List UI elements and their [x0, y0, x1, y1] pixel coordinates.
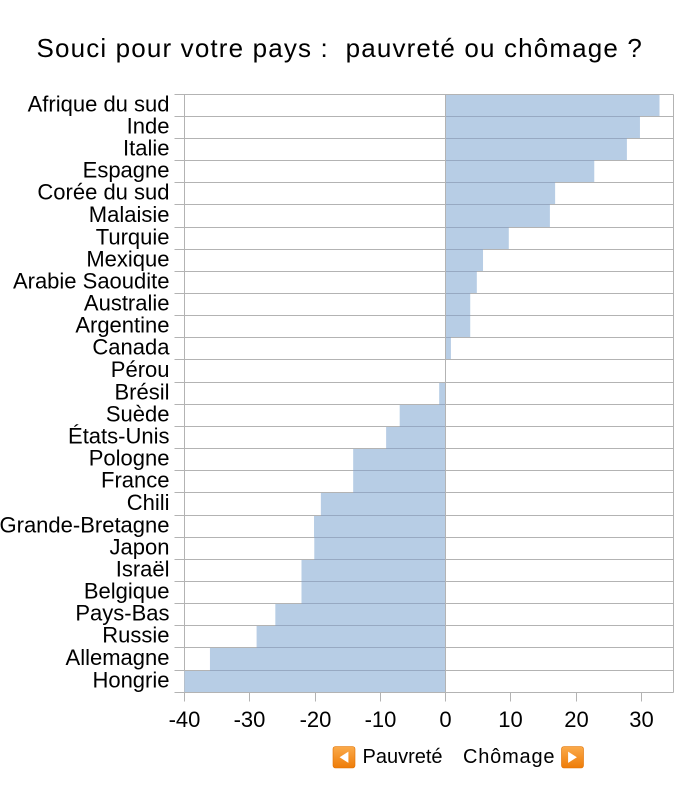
svg-text:Chômage: Chômage	[463, 746, 555, 768]
svg-text:États-Unis: États-Unis	[68, 423, 169, 448]
svg-text:Pauvreté: Pauvreté	[363, 746, 443, 768]
svg-text:France: France	[101, 467, 169, 492]
svg-text:Corée du sud: Corée du sud	[37, 179, 169, 204]
svg-text:Israël: Israël	[116, 556, 170, 581]
svg-text:Mexique: Mexique	[86, 246, 169, 271]
svg-text:Russie: Russie	[102, 622, 169, 647]
svg-text:-30: -30	[234, 707, 266, 732]
svg-text:Canada: Canada	[92, 334, 170, 359]
svg-text:Grande-Bretagne: Grande-Bretagne	[0, 512, 170, 537]
svg-text:30: 30	[629, 707, 653, 732]
svg-text:Pérou: Pérou	[111, 357, 170, 382]
svg-text:Belgique: Belgique	[84, 578, 170, 603]
svg-text:Espagne: Espagne	[83, 157, 170, 182]
svg-text:-10: -10	[365, 707, 397, 732]
svg-text:Hongrie: Hongrie	[92, 667, 169, 692]
svg-text:Souci pour votre pays : pauvr: Souci pour votre pays : pauvreté ou chôm…	[37, 33, 643, 63]
svg-text:Italie: Italie	[123, 135, 169, 160]
svg-text:Chili: Chili	[127, 490, 170, 515]
svg-text:Pologne: Pologne	[89, 445, 170, 470]
svg-text:-40: -40	[169, 707, 201, 732]
svg-text:Allemagne: Allemagne	[66, 645, 170, 670]
svg-text:Suède: Suède	[106, 401, 170, 426]
svg-text:Brésil: Brésil	[114, 379, 169, 404]
svg-text:Turquie: Turquie	[96, 224, 170, 249]
svg-text:Australie: Australie	[84, 290, 170, 315]
svg-text:Argentine: Argentine	[75, 312, 169, 337]
svg-text:10: 10	[498, 707, 522, 732]
svg-text:Japon: Japon	[110, 534, 170, 559]
svg-text:Arabie Saoudite: Arabie Saoudite	[13, 268, 170, 293]
svg-text:20: 20	[564, 707, 588, 732]
svg-text:Pays-Bas: Pays-Bas	[75, 600, 169, 625]
svg-text:Inde: Inde	[127, 113, 170, 138]
svg-text:-20: -20	[300, 707, 332, 732]
svg-text:Malaisie: Malaisie	[89, 202, 170, 227]
svg-text:Afrique du sud: Afrique du sud	[28, 91, 170, 116]
svg-text:0: 0	[439, 707, 451, 732]
